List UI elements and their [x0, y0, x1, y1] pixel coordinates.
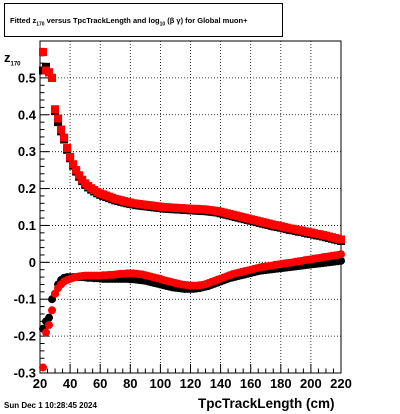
data-point-square	[51, 105, 60, 114]
data-point-circle	[48, 306, 57, 315]
data-point-circle	[39, 363, 48, 372]
x-tick-label: 160	[240, 376, 262, 391]
x-tick-label: 140	[210, 376, 232, 391]
data-point-square	[39, 48, 48, 57]
x-tick-label: 40	[63, 376, 77, 391]
data-point-square	[60, 133, 69, 142]
y-tick-label: 0.3	[18, 144, 36, 159]
x-tick-label: 220	[330, 376, 352, 391]
y-tick-label: -0.1	[14, 292, 36, 307]
data-point-circle	[337, 250, 345, 259]
y-tick-label: 0.2	[18, 181, 36, 196]
grid-lines	[40, 41, 341, 373]
x-tick-label: 20	[33, 376, 47, 391]
data-point-square	[66, 152, 75, 161]
y-tick-label: 0.4	[18, 107, 37, 122]
x-tick-label: 100	[150, 376, 172, 391]
x-tick-label: 200	[300, 376, 322, 391]
y-tick-label: 0	[29, 255, 36, 270]
axis-ticks	[39, 40, 342, 374]
data-point-square	[337, 235, 345, 244]
data-point-circle	[45, 313, 54, 322]
data-points	[39, 48, 345, 372]
y-axis-label: z170	[4, 50, 21, 68]
y-tick-label: 0.1	[18, 218, 36, 233]
data-point-circle	[337, 256, 345, 265]
y-tick-label: -0.3	[14, 366, 36, 381]
x-tick-label: 80	[123, 376, 137, 391]
y-tick-labels: -0.3 -0.2 -0.1 0 0.1 0.2 0.3 0.4 0.5	[14, 70, 37, 380]
data-point-square	[63, 143, 72, 152]
data-point-square	[45, 68, 54, 77]
data-point-circle	[42, 328, 51, 337]
y-tick-label: -0.2	[14, 329, 36, 344]
data-point-square	[69, 160, 78, 169]
timestamp-footer: Sun Dec 1 10:28:45 2024	[4, 401, 97, 410]
x-tick-label: 120	[180, 376, 202, 391]
y-tick-label: 0.5	[18, 70, 36, 85]
data-point-square	[75, 171, 84, 180]
x-tick-label: 180	[270, 376, 292, 391]
data-point-square	[48, 73, 57, 82]
data-point-square	[57, 125, 66, 134]
chart-title-box: Fitted z170 versus TpcTrackLength and lo…	[4, 3, 283, 37]
chart-title: Fitted z170 versus TpcTrackLength and lo…	[10, 16, 248, 28]
data-point-circle	[45, 321, 54, 330]
data-point-square	[72, 166, 81, 175]
x-tick-labels: 20 40 60 80 100 120 140 160 180 200 220	[33, 376, 352, 391]
x-axis-label: TpcTrackLength (cm)	[198, 396, 335, 411]
x-tick-label: 60	[93, 376, 107, 391]
data-point-square	[54, 114, 63, 123]
